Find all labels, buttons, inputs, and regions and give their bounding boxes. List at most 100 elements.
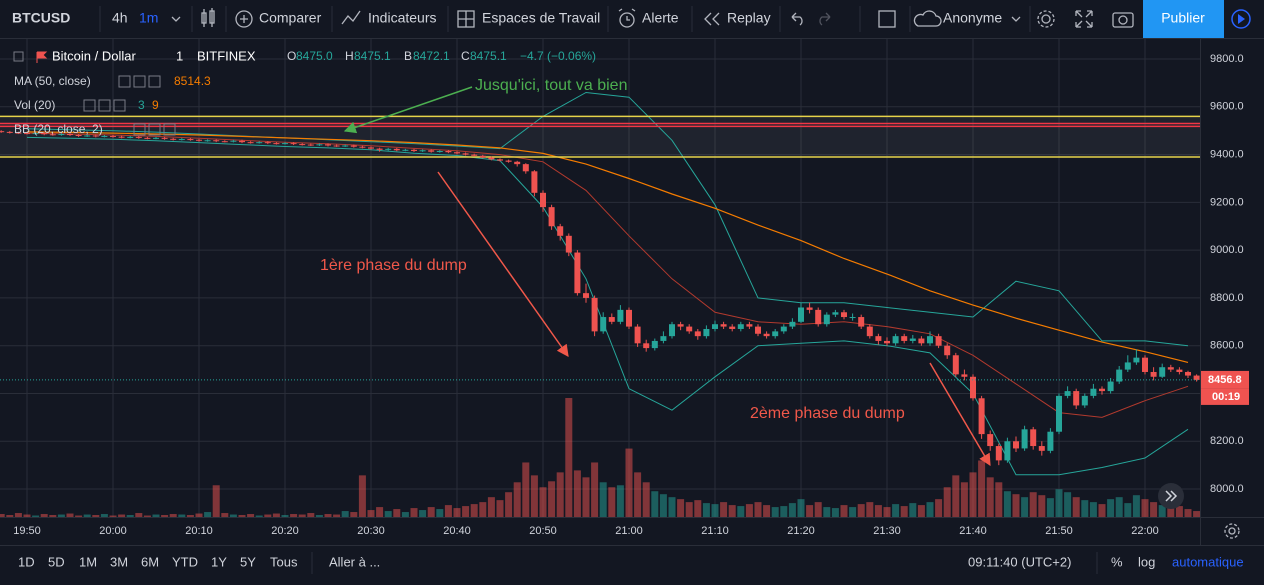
candle-body bbox=[987, 434, 994, 447]
user-button[interactable]: Anonyme bbox=[943, 10, 1002, 26]
collapse-icon[interactable] bbox=[13, 51, 24, 62]
price-tag bbox=[1201, 370, 1249, 389]
plot-area bbox=[0, 38, 1200, 517]
candle-body bbox=[884, 340, 890, 344]
volume-bar bbox=[995, 482, 1003, 517]
indicator-icons[interactable] bbox=[83, 99, 126, 112]
candle-body bbox=[1099, 388, 1105, 392]
volume-bar bbox=[238, 515, 246, 517]
volume-bar bbox=[745, 504, 753, 517]
candle-body bbox=[660, 336, 667, 341]
log-button[interactable]: log bbox=[1138, 554, 1155, 569]
candle-body bbox=[67, 134, 73, 136]
goto-button[interactable]: Aller à ... bbox=[329, 554, 380, 569]
volume-bar bbox=[393, 509, 401, 517]
cloud-icon[interactable] bbox=[913, 10, 942, 27]
volume-bar bbox=[909, 503, 917, 517]
volume-bar bbox=[505, 492, 513, 517]
range-button[interactable]: YTD bbox=[172, 554, 198, 569]
candle-body bbox=[1030, 429, 1037, 447]
volume-bar bbox=[874, 505, 882, 517]
range-button[interactable]: 5D bbox=[48, 554, 65, 569]
dropdown-icon[interactable] bbox=[171, 16, 181, 22]
replay-icon[interactable] bbox=[704, 12, 720, 26]
range-button[interactable]: 1Y bbox=[211, 554, 227, 569]
layout-icon[interactable] bbox=[878, 10, 896, 28]
volume-bar bbox=[1184, 509, 1192, 517]
ma-line bbox=[26, 131, 1189, 363]
play-button[interactable] bbox=[1231, 9, 1251, 29]
volume-bar bbox=[83, 514, 91, 517]
candle-body bbox=[359, 146, 366, 148]
range-button[interactable]: 1M bbox=[79, 554, 97, 569]
x-tick-label: 20:50 bbox=[529, 525, 557, 537]
replay-button[interactable]: Replay bbox=[727, 10, 771, 26]
indicator-icons[interactable] bbox=[133, 123, 176, 136]
flag-icon[interactable] bbox=[36, 51, 48, 63]
compare-icon[interactable] bbox=[235, 10, 253, 28]
publish-label[interactable]: Publier bbox=[1161, 10, 1205, 26]
scroll-button[interactable] bbox=[1158, 483, 1184, 509]
x-tick-label: 20:10 bbox=[185, 525, 213, 537]
y-tick-label: 8800.0 bbox=[1210, 292, 1244, 304]
indicators-button[interactable]: Indicateurs bbox=[368, 10, 436, 26]
candle-body bbox=[686, 326, 693, 332]
alert-icon[interactable] bbox=[618, 8, 636, 28]
candle-body bbox=[479, 155, 486, 158]
y-tick-label: 9600.0 bbox=[1210, 101, 1244, 113]
candle-body bbox=[935, 336, 942, 346]
volume-bar bbox=[470, 504, 478, 517]
publish-button[interactable] bbox=[1143, 0, 1224, 38]
undo-icon[interactable] bbox=[791, 12, 803, 26]
volume-bar bbox=[1072, 497, 1080, 517]
zone bbox=[0, 116, 1200, 157]
candle-body bbox=[600, 317, 607, 332]
volume-bar bbox=[118, 514, 126, 517]
volume-bar bbox=[307, 513, 315, 517]
workspace-button[interactable]: Espaces de Travail bbox=[482, 10, 600, 26]
fullscreen-icon[interactable] bbox=[1075, 10, 1093, 28]
volume-bar bbox=[780, 506, 788, 517]
range-button[interactable]: Tous bbox=[270, 554, 298, 569]
volume-bar bbox=[229, 514, 237, 517]
volume-bar bbox=[14, 513, 22, 517]
candle-icon[interactable] bbox=[201, 8, 215, 27]
range-button[interactable]: 6M bbox=[141, 554, 159, 569]
volume-bar bbox=[247, 514, 255, 517]
y-tick-label: 9800.0 bbox=[1210, 53, 1244, 65]
volume-bar bbox=[788, 503, 796, 517]
compare-button[interactable]: Comparer bbox=[259, 10, 322, 26]
range-button[interactable]: 1D bbox=[18, 554, 35, 569]
volume-bar bbox=[143, 515, 151, 517]
range-button[interactable]: 5Y bbox=[240, 554, 256, 569]
ma-name: MA (50, close) bbox=[14, 74, 91, 88]
volume-bar bbox=[556, 472, 564, 517]
candle-body bbox=[256, 142, 263, 144]
volume-bar bbox=[290, 514, 298, 517]
indicator-icons[interactable] bbox=[118, 75, 161, 88]
candle-body bbox=[952, 355, 959, 375]
interval[interactable]: 1m bbox=[139, 10, 158, 26]
alert-button[interactable]: Alerte bbox=[642, 10, 679, 26]
workspace-icon[interactable] bbox=[457, 10, 475, 28]
volume-bar bbox=[797, 499, 805, 517]
candle-body bbox=[729, 326, 736, 329]
interval[interactable]: 4h bbox=[112, 10, 128, 26]
volume-bar bbox=[66, 513, 74, 517]
volume-bar bbox=[1021, 497, 1029, 517]
axis-settings-icon[interactable] bbox=[1224, 523, 1240, 539]
symbol[interactable]: BTCUSD bbox=[12, 10, 70, 26]
snapshot-icon[interactable] bbox=[1112, 12, 1134, 28]
volume-bar bbox=[315, 515, 323, 517]
settings-icon[interactable] bbox=[1037, 10, 1055, 28]
range-button[interactable]: 3M bbox=[110, 554, 128, 569]
auto-button[interactable]: automatique bbox=[1172, 554, 1244, 569]
redo-icon[interactable] bbox=[819, 12, 831, 26]
candle-body bbox=[1107, 381, 1114, 392]
indicators-icon[interactable] bbox=[341, 10, 361, 25]
volume-bar bbox=[616, 485, 624, 517]
candle-body bbox=[626, 309, 632, 327]
percent-button[interactable]: % bbox=[1111, 554, 1123, 569]
candle-body bbox=[454, 152, 460, 154]
dropdown-icon[interactable] bbox=[1011, 16, 1021, 22]
